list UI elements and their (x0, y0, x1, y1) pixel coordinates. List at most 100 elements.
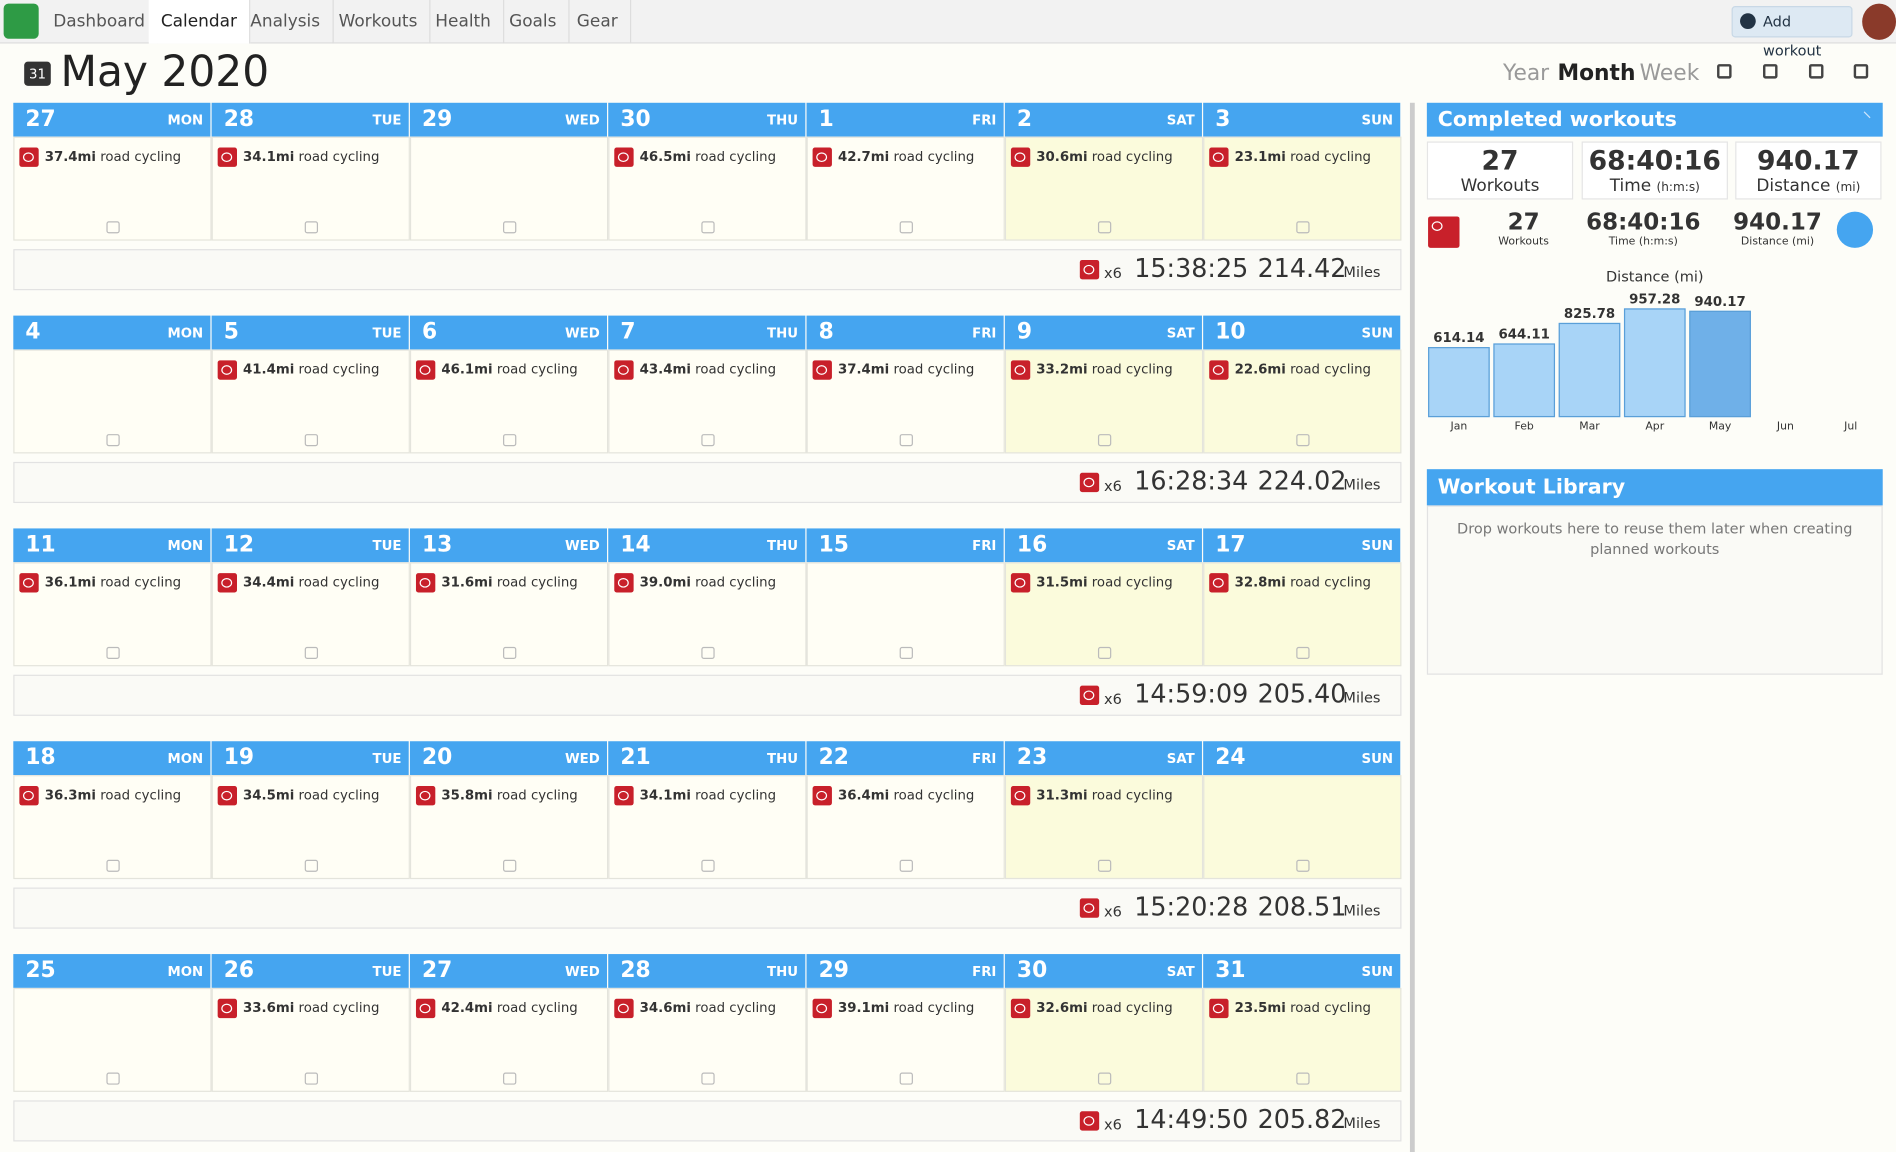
day-cell[interactable]: 46.5mi road cycling (608, 136, 807, 241)
add-icon[interactable] (503, 221, 517, 234)
add-icon[interactable] (701, 221, 715, 234)
day-header[interactable]: 11 MON (13, 528, 211, 563)
cycling-icon[interactable] (19, 785, 39, 806)
workout-distance[interactable]: 41.4mi (243, 361, 295, 378)
workout-distance[interactable]: 34.4mi (243, 574, 295, 591)
add-icon[interactable] (1296, 1072, 1310, 1085)
day-cell[interactable] (13, 349, 212, 454)
workout-distance[interactable]: 37.4mi (44, 148, 96, 165)
day-header[interactable]: 24 SUN (1203, 741, 1401, 776)
add-icon[interactable] (106, 646, 120, 660)
workout-entry[interactable]: 34.1mi road cycling (640, 787, 776, 803)
add-icon[interactable] (503, 1072, 517, 1085)
nav-tab[interactable]: Dashboard (41, 0, 159, 44)
day-header[interactable]: 2 SAT (1004, 102, 1202, 137)
add-icon[interactable] (899, 221, 913, 234)
day-header[interactable]: 31 SUN (1203, 954, 1401, 988)
workout-distance[interactable]: 23.1mi (1234, 148, 1286, 165)
add-icon[interactable] (1097, 221, 1112, 234)
workout-type[interactable]: road cycling (298, 574, 380, 591)
workout-entry[interactable]: 34.6mi road cycling (640, 1000, 776, 1016)
workout-entry[interactable]: 41.4mi road cycling (243, 362, 379, 378)
day-header[interactable]: 4 MON (13, 315, 211, 350)
cycling-icon[interactable] (19, 147, 39, 167)
add-icon[interactable] (899, 434, 913, 447)
day-cell[interactable]: 35.8mi road cycling (409, 775, 609, 880)
workout-entry[interactable]: 33.6mi road cycling (243, 1000, 379, 1016)
day-header[interactable]: 16 SAT (1004, 528, 1202, 563)
logo[interactable] (3, 3, 39, 39)
workout-entry[interactable]: 46.1mi road cycling (441, 362, 577, 378)
toolbar-icon[interactable] (1717, 64, 1732, 79)
workout-entry[interactable]: 36.4mi road cycling (838, 787, 974, 803)
day-header[interactable]: 15 FRI (806, 528, 1004, 563)
nav-tab[interactable]: Goals (497, 0, 570, 44)
workout-entry[interactable]: 37.4mi road cycling (838, 362, 974, 378)
add-icon[interactable] (1296, 434, 1310, 447)
day-cell[interactable] (806, 562, 1005, 667)
day-cell[interactable]: 31.6mi road cycling (409, 562, 609, 667)
day-header[interactable]: 28 THU (608, 954, 806, 988)
cycling-icon[interactable] (1209, 998, 1229, 1019)
add-icon[interactable] (701, 434, 715, 447)
workout-distance[interactable]: 22.6mi (1234, 361, 1286, 378)
day-header[interactable]: 27 MON (13, 102, 211, 137)
cycling-icon[interactable] (1209, 573, 1229, 593)
workout-distance[interactable]: 32.8mi (1234, 574, 1286, 591)
day-cell[interactable] (13, 987, 212, 1092)
add-icon[interactable] (503, 434, 517, 447)
cycling-icon[interactable] (614, 360, 634, 380)
day-cell[interactable]: 43.4mi road cycling (608, 349, 807, 454)
workout-entry[interactable]: 42.4mi road cycling (441, 1000, 577, 1016)
workout-entry[interactable]: 23.5mi road cycling (1235, 1000, 1371, 1016)
day-cell[interactable]: 31.3mi road cycling (1004, 775, 1204, 880)
add-icon[interactable] (701, 859, 715, 872)
workout-entry[interactable]: 32.8mi road cycling (1235, 574, 1371, 590)
workout-type[interactable]: road cycling (1091, 1000, 1173, 1016)
workout-type[interactable]: road cycling (695, 1000, 777, 1016)
cycling-icon[interactable] (217, 147, 238, 167)
day-header[interactable]: 13 WED (409, 528, 608, 563)
view-toggle[interactable]: Year (1503, 60, 1550, 86)
add-icon[interactable] (1296, 221, 1310, 234)
day-cell[interactable] (409, 136, 609, 241)
bar[interactable] (1623, 308, 1686, 418)
cycling-icon[interactable] (1209, 360, 1229, 380)
add-icon[interactable] (1097, 646, 1112, 660)
cycling-icon[interactable] (415, 998, 436, 1019)
view-toggle[interactable]: Month (1557, 60, 1636, 86)
add-icon[interactable] (701, 646, 715, 660)
day-cell[interactable]: 46.1mi road cycling (409, 349, 609, 454)
cycling-icon[interactable] (1010, 147, 1031, 167)
day-header[interactable]: 29 FRI (806, 954, 1004, 988)
workout-type[interactable]: road cycling (1091, 361, 1173, 378)
workout-type[interactable]: road cycling (1091, 148, 1173, 165)
add-icon[interactable] (304, 859, 319, 872)
workout-distance[interactable]: 42.7mi (837, 148, 890, 165)
workout-type[interactable]: road cycling (496, 787, 578, 803)
workout-entry[interactable]: 46.5mi road cycling (640, 149, 776, 165)
workout-type[interactable]: road cycling (695, 148, 777, 165)
workout-distance[interactable]: 31.6mi (441, 574, 493, 591)
calendar-icon[interactable]: 31 (24, 61, 51, 86)
cycling-icon[interactable] (614, 785, 634, 806)
workout-entry[interactable]: 32.6mi road cycling (1036, 1000, 1172, 1016)
workout-entry[interactable]: 39.1mi road cycling (838, 1000, 974, 1016)
day-header[interactable]: 20 WED (409, 741, 608, 776)
day-header[interactable]: 30 THU (608, 102, 806, 137)
cycling-icon[interactable] (812, 998, 832, 1019)
day-header[interactable]: 5 TUE (211, 315, 409, 350)
cycling-icon[interactable] (217, 573, 238, 593)
workout-type[interactable]: road cycling (298, 361, 380, 378)
avatar[interactable] (1862, 3, 1896, 40)
day-cell[interactable]: 39.1mi road cycling (806, 987, 1005, 1092)
cycling-icon[interactable] (614, 998, 634, 1019)
add-icon[interactable] (1296, 646, 1310, 660)
nav-tab[interactable]: Workouts (326, 0, 431, 44)
view-toggle[interactable]: Week (1639, 60, 1700, 86)
library-drop-zone[interactable]: Drop workouts here to reuse them later w… (1426, 505, 1883, 675)
day-header[interactable]: 6 WED (409, 315, 608, 350)
day-cell[interactable]: 31.5mi road cycling (1004, 562, 1204, 667)
toolbar-icon[interactable] (1763, 64, 1778, 79)
workout-type[interactable]: road cycling (695, 574, 777, 591)
